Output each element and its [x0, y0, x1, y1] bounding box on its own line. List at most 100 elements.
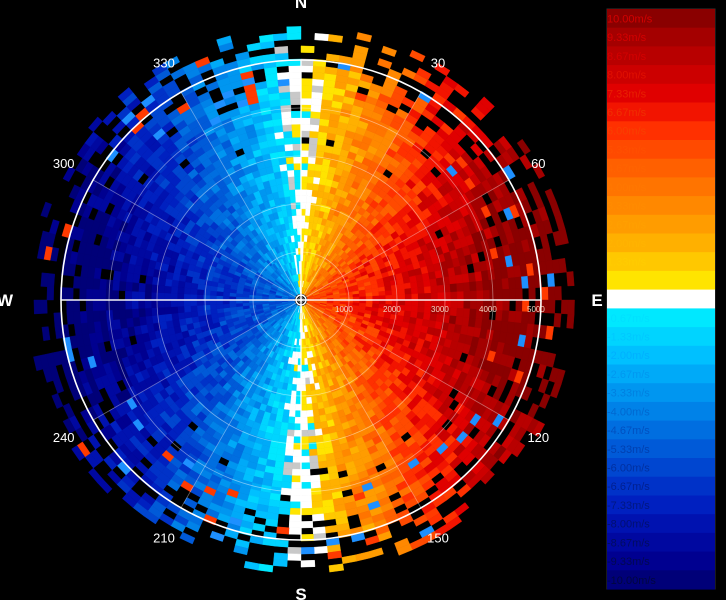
velocity-cell	[49, 219, 60, 235]
velocity-cell	[86, 310, 94, 323]
velocity-cell	[341, 554, 357, 565]
velocity-cell	[284, 143, 294, 152]
velocity-cell	[476, 290, 484, 301]
legend-label: 5.33m/s	[607, 144, 647, 156]
velocity-cell	[79, 288, 87, 301]
velocity-cell	[290, 494, 302, 503]
velocity-cell	[305, 208, 311, 217]
velocity-cell	[287, 546, 302, 555]
velocity-cell	[292, 221, 298, 229]
legend-label: -8.67m/s	[607, 537, 650, 549]
velocity-cell	[385, 294, 393, 301]
velocity-cell	[275, 137, 285, 146]
velocity-cell	[157, 292, 165, 301]
velocity-cell	[102, 110, 117, 126]
velocity-cell	[390, 284, 399, 291]
legend-label: -7.33m/s	[607, 500, 650, 512]
velocity-cell	[287, 416, 296, 424]
legend-label: 8.00m/s	[607, 70, 647, 82]
velocity-cell	[291, 468, 302, 477]
velocity-cell	[293, 423, 302, 431]
velocity-cell	[47, 273, 56, 288]
velocity-cell	[274, 131, 285, 140]
velocity-cell	[258, 34, 275, 43]
velocity-cell	[480, 469, 495, 485]
velocity-cell	[546, 273, 555, 288]
velocity-cell	[538, 393, 551, 409]
velocity-cell	[307, 435, 317, 444]
velocity-cell	[350, 532, 366, 543]
velocity-cell	[293, 228, 298, 236]
velocity-cell	[51, 393, 64, 409]
legend-label: 0.00m/s	[607, 294, 647, 306]
velocity-cell	[203, 304, 211, 311]
legend-label: 4.67m/s	[607, 163, 647, 175]
velocity-cell	[308, 448, 318, 457]
velocity-cell	[417, 293, 426, 301]
velocity-cell	[177, 286, 185, 295]
velocity-cell	[527, 181, 540, 197]
range-label: 2000	[383, 305, 401, 314]
velocity-cell	[300, 130, 311, 138]
velocity-cell	[300, 390, 307, 398]
velocity-cell	[40, 201, 52, 218]
velocity-cell	[283, 461, 293, 470]
velocity-cell	[184, 311, 192, 319]
velocity-cell	[324, 524, 338, 534]
velocity-cell	[85, 299, 94, 312]
velocity-cell	[209, 290, 218, 296]
legend-label: -6.00m/s	[607, 463, 650, 475]
velocity-cell	[41, 326, 51, 342]
legend-label: 1.33m/s	[607, 257, 647, 269]
velocity-cell	[305, 202, 312, 210]
velocity-cell	[282, 124, 293, 132]
velocity-cell	[111, 299, 120, 311]
velocity-cell	[53, 312, 62, 327]
velocity-cell	[479, 96, 495, 112]
velocity-cell	[527, 275, 536, 289]
velocity-cell	[300, 65, 314, 73]
velocity-cell	[463, 299, 471, 310]
velocity-cell	[293, 234, 299, 242]
velocity-cell	[300, 182, 308, 190]
velocity-cell	[278, 507, 291, 515]
cardinal-label: E	[591, 291, 602, 310]
velocity-cell	[300, 481, 312, 490]
velocity-cell	[80, 265, 89, 278]
velocity-cell	[293, 429, 302, 438]
velocity-cell	[566, 313, 575, 329]
velocity-cell	[196, 294, 204, 301]
velocity-cells	[33, 26, 575, 573]
velocity-cell	[511, 441, 526, 458]
velocity-cell	[289, 514, 302, 522]
velocity-cell	[295, 384, 302, 392]
velocity-cell	[46, 286, 55, 301]
velocity-cell	[118, 308, 127, 320]
velocity-cell	[311, 85, 324, 93]
range-label: 1000	[335, 305, 353, 314]
legend-label: -10.00m/s	[607, 575, 656, 587]
legend-label: 2.67m/s	[607, 219, 647, 231]
velocity-cell	[278, 85, 291, 93]
velocity-cell	[300, 520, 314, 529]
velocity-cell	[307, 429, 316, 437]
velocity-cell	[482, 289, 491, 301]
velocity-cell	[315, 434, 324, 443]
velocity-cell	[295, 390, 302, 398]
velocity-cell	[300, 436, 309, 444]
legend-label: -8.00m/s	[607, 519, 650, 531]
velocity-cell	[289, 91, 302, 99]
velocity-cell	[196, 299, 204, 306]
velocity-cell	[417, 299, 426, 307]
velocity-cell	[288, 71, 302, 80]
velocity-cell	[308, 455, 319, 463]
velocity-cell	[502, 164, 516, 180]
velocity-cell	[521, 275, 529, 289]
velocity-cell	[287, 169, 295, 178]
velocity-cell	[449, 283, 458, 293]
velocity-cell	[279, 163, 288, 172]
velocity-cell	[300, 468, 311, 477]
velocity-cell	[274, 46, 289, 55]
velocity-cell	[300, 403, 308, 411]
